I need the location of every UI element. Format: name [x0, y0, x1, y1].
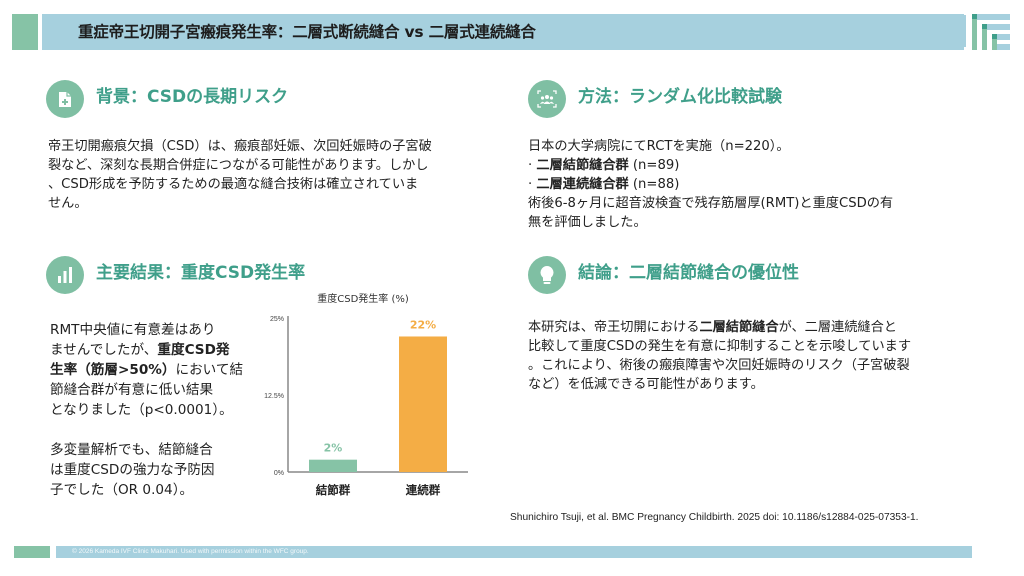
lightbulb-icon [528, 256, 566, 294]
section-title-results: 主要結果：重度CSD発生率 [96, 263, 306, 283]
methods-text: 日本の大学病院にてRCTを実施（n=220）。 · 二層結節縫合群 (n=89)… [528, 137, 998, 232]
methods-group-2: · 二層連続縫合群 (n=88) [528, 177, 680, 192]
conclusion-text: 本研究は、帝王切開における二層結節縫合が、二層連続縫合と 比較して重度CSDの発… [528, 320, 912, 392]
footer-bar [56, 546, 972, 558]
bar-data-label: 2% [324, 442, 343, 455]
y-tick-label: 0% [274, 470, 284, 477]
group-scan-icon [528, 80, 566, 118]
header-accent-square [12, 14, 38, 50]
footer-accent-square [14, 546, 50, 558]
bar-1 [309, 459, 357, 472]
section-title-conclusion: 結論：二層結節縫合の優位性 [578, 263, 799, 283]
section-title-background: 背景：CSDの長期リスク [96, 87, 289, 107]
clinic-logo [940, 14, 1010, 50]
section-title-methods: 方法：ランダム化比較試験 [578, 87, 782, 107]
bar-2 [399, 336, 447, 472]
x-category-label: 結節群 [316, 483, 351, 497]
y-tick-label: 12.5% [264, 393, 284, 400]
bar-chart-icon [46, 256, 84, 294]
citation: Shunichiro Tsuji, et al. BMC Pregnancy C… [510, 512, 919, 523]
severe-csd-bar-chart: 重度CSD発生率 (%) 0% 12.5% 25% 2% 結節群 22% 連続群 [264, 292, 468, 497]
medical-clipboard-icon [46, 80, 84, 118]
background-line: せん。 [48, 196, 88, 211]
background-line: 、CSD形成を予防するための最適な縫合技術は確立されていま [48, 177, 419, 192]
y-tick-label: 25% [270, 316, 284, 323]
chart-title: 重度CSD発生率 (%) [317, 292, 409, 305]
x-category-label: 連続群 [406, 483, 441, 497]
results-text: RMT中央値に有意差はあり ませんでしたが、重度CSD発 生率（筋層>50%）に… [50, 322, 244, 498]
page-title: 重症帝王切開子宮瘢痕発生率：二層式断続縫合 vs 二層式連続縫合 [78, 23, 536, 41]
methods-line: 術後6-8ヶ月に超音波検査で残存筋層厚(RMT)と重度CSDの有 [528, 196, 894, 211]
group-1-name: 二層結節縫合群 [536, 158, 629, 173]
background-line: 帝王切開瘢痕欠損（CSD）は、瘢痕部妊娠、次回妊娠時の子宮破 [48, 139, 432, 154]
methods-line: 無を評価しました。 [528, 215, 647, 230]
group-2-name: 二層連続縫合群 [536, 177, 629, 192]
copyright-text: © 2026 Kameda IVF Clinic Makuhari. Used … [72, 548, 309, 555]
background-line: 裂など、深刻な長期合併症につながる可能性があります。しかし [48, 158, 429, 173]
background-text: 帝王切開瘢痕欠損（CSD）は、瘢痕部妊娠、次回妊娠時の子宮破 裂など、深刻な長期… [48, 137, 508, 213]
methods-line: 日本の大学病院にてRCTを実施（n=220）。 [528, 139, 790, 154]
header-bar [42, 14, 964, 50]
bar-data-label: 22% [410, 318, 436, 331]
methods-group-1: · 二層結節縫合群 (n=89) [528, 158, 680, 173]
